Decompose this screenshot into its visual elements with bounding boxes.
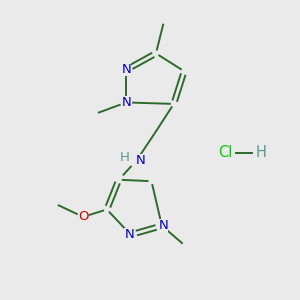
Text: N: N [121, 96, 131, 109]
Text: H: H [120, 151, 130, 164]
Text: N: N [121, 63, 131, 76]
Text: H: H [256, 146, 267, 160]
Text: N: N [124, 228, 134, 241]
Text: N: N [136, 154, 146, 167]
Text: O: O [78, 210, 88, 224]
Text: N: N [158, 219, 168, 232]
Text: Cl: Cl [219, 146, 233, 160]
